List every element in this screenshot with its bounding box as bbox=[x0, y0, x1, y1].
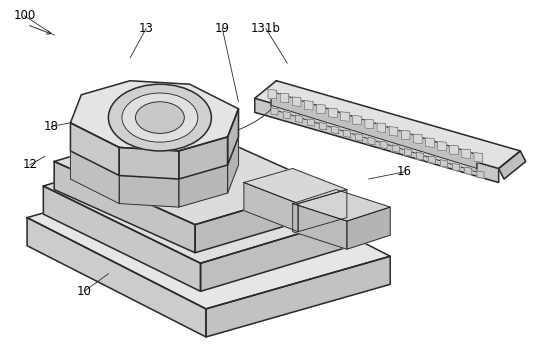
Polygon shape bbox=[293, 190, 390, 221]
Polygon shape bbox=[119, 176, 179, 207]
Polygon shape bbox=[328, 108, 337, 118]
Polygon shape bbox=[416, 152, 423, 160]
Circle shape bbox=[108, 84, 211, 151]
Polygon shape bbox=[43, 140, 352, 263]
Text: 12: 12 bbox=[22, 158, 37, 172]
Text: 18: 18 bbox=[44, 120, 59, 133]
Polygon shape bbox=[201, 218, 352, 291]
Polygon shape bbox=[465, 167, 472, 174]
Polygon shape bbox=[292, 97, 301, 106]
Polygon shape bbox=[404, 148, 411, 156]
Polygon shape bbox=[228, 109, 238, 165]
Polygon shape bbox=[228, 137, 238, 193]
Polygon shape bbox=[54, 161, 195, 253]
Polygon shape bbox=[389, 127, 398, 136]
Polygon shape bbox=[70, 151, 119, 204]
Circle shape bbox=[122, 93, 198, 142]
Polygon shape bbox=[244, 168, 347, 204]
Polygon shape bbox=[293, 204, 347, 249]
Polygon shape bbox=[307, 119, 314, 126]
Polygon shape bbox=[268, 90, 276, 99]
Polygon shape bbox=[27, 165, 390, 309]
Polygon shape bbox=[271, 91, 477, 168]
Polygon shape bbox=[43, 186, 201, 291]
Polygon shape bbox=[295, 115, 302, 122]
Polygon shape bbox=[195, 186, 325, 253]
Circle shape bbox=[136, 102, 184, 133]
Polygon shape bbox=[70, 123, 119, 176]
Text: 13: 13 bbox=[139, 21, 154, 35]
Polygon shape bbox=[179, 165, 228, 207]
Polygon shape bbox=[499, 151, 526, 179]
Polygon shape bbox=[341, 112, 350, 121]
Text: 19: 19 bbox=[215, 21, 230, 35]
Polygon shape bbox=[70, 109, 238, 179]
Polygon shape bbox=[255, 98, 499, 183]
Polygon shape bbox=[437, 141, 446, 151]
Polygon shape bbox=[441, 160, 448, 167]
Polygon shape bbox=[317, 104, 325, 114]
Polygon shape bbox=[365, 119, 373, 129]
Polygon shape bbox=[206, 256, 390, 337]
Polygon shape bbox=[271, 108, 278, 115]
Polygon shape bbox=[54, 123, 325, 225]
Text: 10: 10 bbox=[76, 285, 92, 298]
Polygon shape bbox=[392, 145, 399, 152]
Polygon shape bbox=[27, 218, 206, 337]
Polygon shape bbox=[332, 126, 339, 134]
Polygon shape bbox=[380, 141, 387, 148]
Polygon shape bbox=[280, 93, 289, 103]
Polygon shape bbox=[425, 138, 434, 147]
Text: 15: 15 bbox=[328, 193, 344, 207]
Polygon shape bbox=[319, 122, 326, 130]
Polygon shape bbox=[298, 190, 347, 232]
Text: 16: 16 bbox=[396, 165, 411, 179]
Polygon shape bbox=[429, 156, 436, 164]
Polygon shape bbox=[477, 171, 484, 178]
Polygon shape bbox=[255, 81, 520, 168]
Polygon shape bbox=[353, 115, 362, 125]
Polygon shape bbox=[344, 130, 351, 138]
Polygon shape bbox=[462, 149, 470, 158]
Polygon shape bbox=[450, 145, 459, 155]
Polygon shape bbox=[179, 137, 228, 179]
Polygon shape bbox=[271, 91, 477, 172]
Polygon shape bbox=[368, 138, 375, 145]
Polygon shape bbox=[347, 207, 390, 249]
Polygon shape bbox=[356, 134, 363, 141]
Polygon shape bbox=[377, 123, 386, 132]
Polygon shape bbox=[453, 164, 460, 171]
Text: 100: 100 bbox=[13, 9, 36, 22]
Text: 131b: 131b bbox=[250, 21, 281, 35]
Polygon shape bbox=[283, 112, 290, 119]
Polygon shape bbox=[305, 101, 313, 110]
Polygon shape bbox=[474, 153, 482, 162]
Polygon shape bbox=[414, 134, 422, 144]
Polygon shape bbox=[244, 183, 298, 232]
Polygon shape bbox=[70, 81, 238, 151]
Polygon shape bbox=[119, 147, 179, 179]
Polygon shape bbox=[401, 130, 410, 140]
